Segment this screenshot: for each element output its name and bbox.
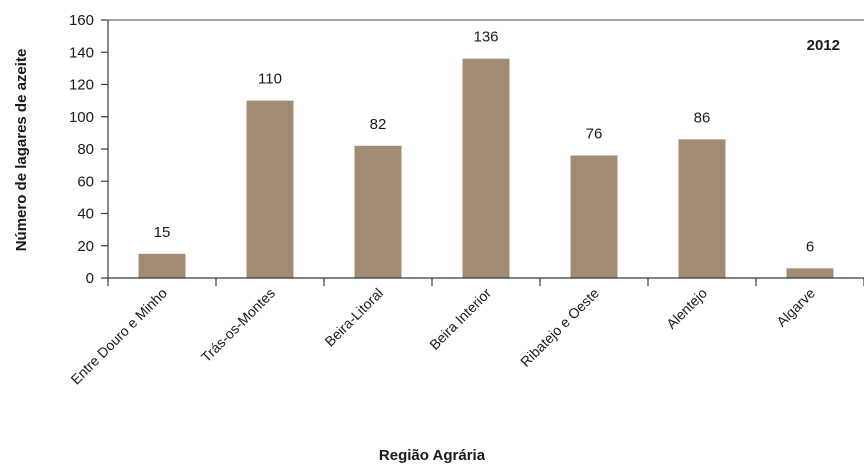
y-tick-label: 40 <box>77 206 94 223</box>
bar <box>787 268 834 278</box>
data-label: 76 <box>586 125 603 142</box>
y-tick-label: 0 <box>86 270 94 287</box>
bar <box>679 139 726 278</box>
category-label: Algarve <box>773 285 818 330</box>
category-label: Ribatejo e Oeste <box>517 285 602 370</box>
data-label: 86 <box>694 109 711 126</box>
category-label: Beira-Litoral <box>321 285 386 350</box>
x-axis-title: Região Agrária <box>379 447 486 464</box>
chart-year-annotation: 2012 <box>807 37 840 54</box>
y-tick-label: 140 <box>69 44 94 61</box>
bar <box>463 59 510 278</box>
data-label: 15 <box>154 224 171 241</box>
bar <box>571 155 618 278</box>
bar <box>139 254 186 278</box>
category-label: Trás-os-Montes <box>198 285 278 365</box>
data-label: 136 <box>473 29 498 46</box>
y-tick-label: 80 <box>77 141 94 158</box>
y-tick-label: 120 <box>69 77 94 94</box>
category-label: Alentejo <box>663 285 710 332</box>
data-label: 82 <box>370 116 387 133</box>
y-axis-title: Número de lagares de azeite <box>13 49 30 252</box>
y-tick-label: 20 <box>77 238 94 255</box>
y-tick-label: 60 <box>77 173 94 190</box>
data-label: 6 <box>806 238 814 255</box>
y-tick-label: 100 <box>69 109 94 126</box>
bar <box>247 101 294 278</box>
y-tick-label: 160 <box>69 12 94 29</box>
bar <box>355 146 402 278</box>
data-label: 110 <box>258 71 282 88</box>
category-label: Beira Interior <box>426 285 494 353</box>
category-label: Entre Douro e Minho <box>67 285 170 388</box>
